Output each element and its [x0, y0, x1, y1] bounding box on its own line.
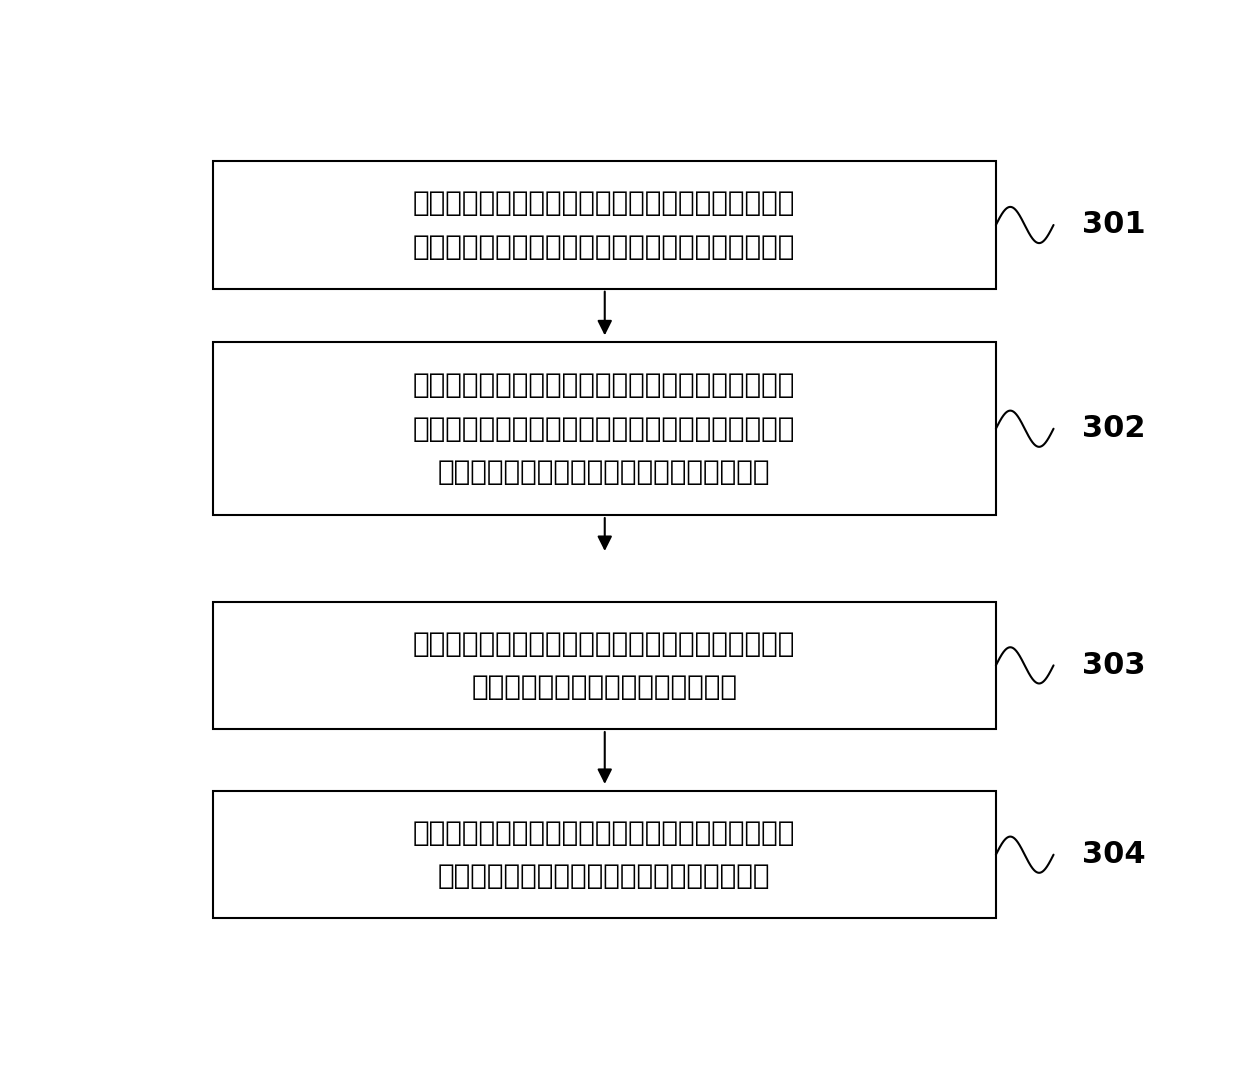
Text: 调节第一调压阀和第二调节阀，控制天然气气源向第
一倍增容器注气，控制氮气气源向第二倍增容器注气: 调节第一调压阀和第二调节阀，控制天然气气源向第 一倍增容器注气，控制氮气气源向第…	[413, 189, 795, 261]
Bar	[213, 791, 996, 918]
Bar	[213, 161, 996, 289]
Bar	[213, 342, 996, 515]
Text: 302: 302	[1083, 414, 1146, 444]
Text: 控制增压注入泵将第一倍增容器、第一扩散室、第二
倍增容器和第二扩散室中的气体进行同步压缩: 控制增压注入泵将第一倍增容器、第一扩散室、第二 倍增容器和第二扩散室中的气体进行…	[413, 819, 795, 890]
Text: 控制第一倍增容器中的气体进入第一扩散室，控制第
二倍增容器中的气体进入第二扩散室: 控制第一倍增容器中的气体进入第一扩散室，控制第 二倍增容器中的气体进入第二扩散室	[413, 630, 795, 701]
Text: 304: 304	[1083, 840, 1146, 869]
Text: 301: 301	[1083, 211, 1146, 239]
Text: 根据差压传感器检测到的压差，第一倍增容器和第二
倍增容器中压力相对大的倍增容器自动向外排气，直
至第一倍增容器和第二倍增容器中的压力相等: 根据差压传感器检测到的压差，第一倍增容器和第二 倍增容器中压力相对大的倍增容器自…	[413, 371, 795, 486]
Bar	[213, 602, 996, 729]
Text: 303: 303	[1083, 651, 1146, 680]
